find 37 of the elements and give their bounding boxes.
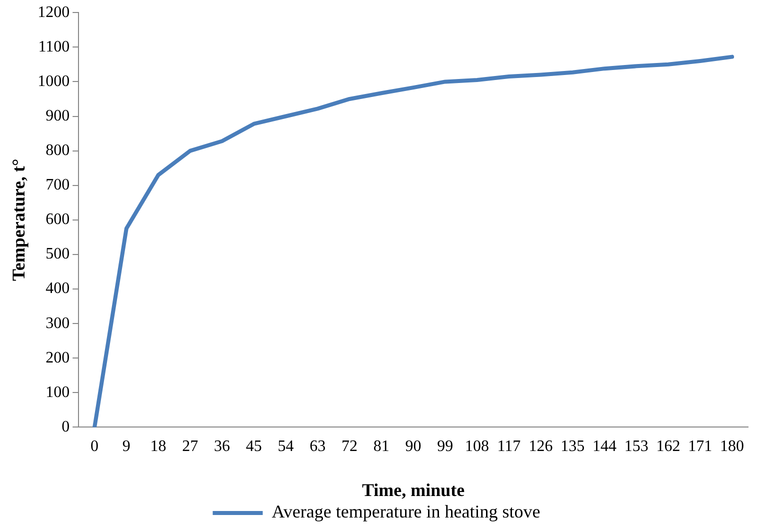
- x-tick-label: 45: [246, 438, 262, 456]
- y-tick-label: 900: [46, 107, 70, 124]
- x-tick-label: 144: [592, 438, 617, 456]
- x-tick-label: 18: [150, 438, 166, 456]
- y-tick-label: 800: [46, 142, 70, 160]
- x-tick-label: 81: [373, 438, 390, 456]
- y-tick-label: 100: [46, 384, 70, 401]
- legend-label: Average temperature in heating stove: [272, 502, 540, 522]
- y-tick-label: 400: [46, 280, 70, 298]
- y-tick-label: 1200: [38, 4, 70, 21]
- x-tick-label: 117: [497, 438, 521, 456]
- x-tick-label: 0: [90, 438, 99, 456]
- x-tick-label: 90: [405, 438, 422, 456]
- x-axis-title: Time, minute: [362, 480, 465, 500]
- y-tick-label: 600: [46, 211, 70, 228]
- x-tick-label: 108: [465, 438, 490, 456]
- y-tick-label: 700: [46, 176, 70, 194]
- x-tick-label: 180: [720, 438, 744, 456]
- x-tick-label: 9: [122, 438, 130, 456]
- y-tick-label: 1000: [38, 72, 70, 90]
- y-tick-label: 300: [46, 314, 70, 332]
- x-tick-label: 99: [437, 438, 454, 456]
- x-tick-label: 126: [528, 438, 553, 456]
- y-tick-label: 500: [46, 246, 70, 263]
- y-axis-title: Temperature, t°: [8, 158, 28, 281]
- y-tick-label: 1100: [38, 38, 70, 56]
- y-tick-label: 0: [62, 418, 70, 436]
- y-tick-label: 200: [46, 349, 70, 366]
- x-tick-label: 27: [182, 438, 198, 456]
- x-tick-label: 135: [560, 438, 585, 456]
- x-tick-label: 36: [214, 438, 230, 456]
- x-tick-label: 72: [342, 438, 358, 456]
- x-tick-label: 63: [310, 438, 326, 456]
- x-tick-label: 162: [656, 438, 680, 456]
- x-tick-label: 171: [688, 438, 712, 456]
- x-tick-label: 153: [624, 438, 648, 456]
- x-tick-label: 54: [278, 438, 294, 456]
